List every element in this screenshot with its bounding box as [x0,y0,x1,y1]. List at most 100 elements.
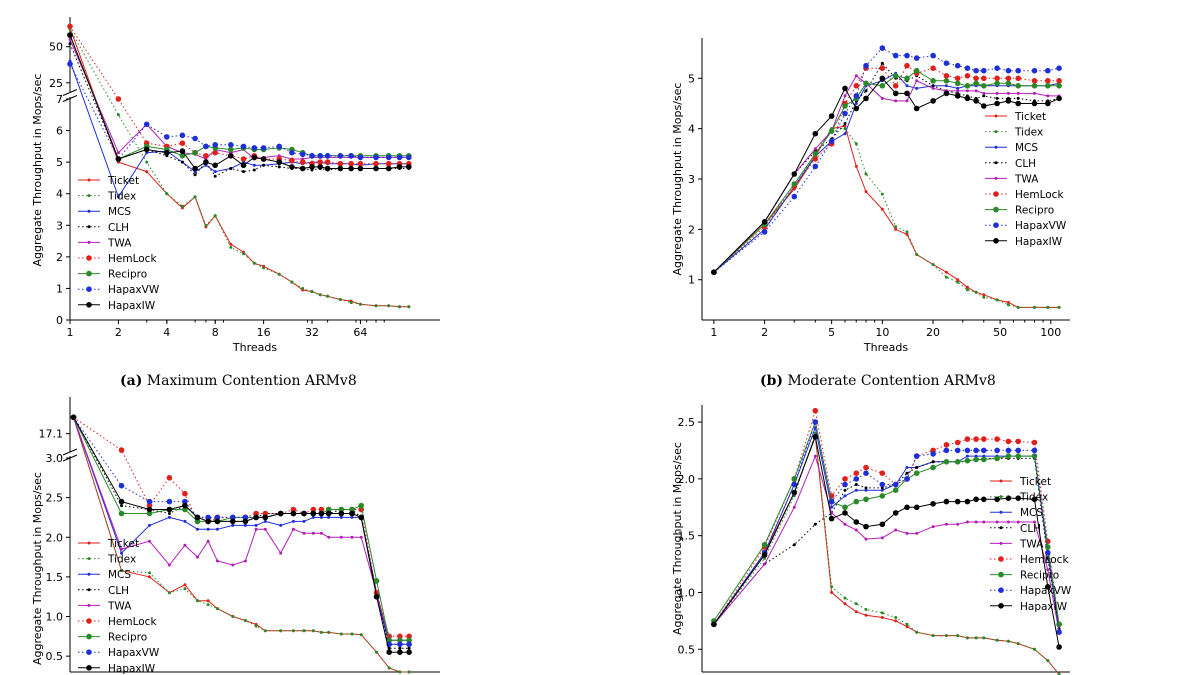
x-tick-label: 64 [353,326,367,339]
data-point-hapaxvw [973,67,979,74]
x-axis-label: Threads [863,341,908,354]
data-point-hemlock [406,633,412,640]
data-point-tidex [350,632,354,636]
x-axis-label: Threads [232,341,277,354]
data-point-clh [905,471,909,475]
data-point-clh [213,174,217,178]
data-point-hapaxiw [853,519,860,525]
data-point-tidex [965,636,969,640]
data-point-twa [1046,94,1050,98]
data-point-hemlock [310,506,317,513]
data-point-hapaxvw [964,447,971,454]
data-point-twa [68,37,72,41]
y-tick-label: 2 [688,223,695,236]
data-point-mcs [116,195,120,199]
data-point-tidex [229,245,233,249]
data-point-recipro [1056,621,1062,628]
data-point-hapaxvw [317,153,324,159]
data-point-clh [262,163,266,167]
data-point-recipro [761,541,768,548]
data-point-hapaxvw [973,447,979,454]
y-tick-label: 5 [56,156,63,169]
y-tick-label: 6 [56,125,63,138]
data-point-hapaxvw [981,67,987,74]
data-point-recipro [1015,453,1021,459]
legend-label-twa: TWA [107,237,132,249]
data-point-recipro [954,459,961,465]
data-point-hemlock [981,75,987,82]
data-point-twa [905,531,909,535]
data-point-hemlock [943,73,950,79]
data-point-hapaxiw [406,649,412,655]
data-point-ticket [880,616,884,619]
legend-label-hemlock: HemLock [1015,189,1064,201]
data-point-hapaxvw [930,451,936,457]
data-point-mcs [263,519,267,523]
data-point-tidex [843,596,847,600]
data-point-hapaxiw [397,649,403,655]
data-point-hapaxvw [913,453,920,459]
data-point-hapaxiw [913,105,920,112]
data-point-recipro [194,518,201,525]
data-point-hemlock [994,436,1000,442]
data-point-hemlock [981,436,987,442]
data-point-tidex [279,629,283,633]
data-point-hapaxiw [863,95,869,102]
data-point-hapaxiw [115,156,122,162]
data-point-hapaxiw [260,156,267,162]
data-point-hapaxiw [964,498,971,505]
x-tick-label: 8 [212,326,219,339]
data-point-clh [982,94,986,98]
legend-marker-tidex [87,557,91,561]
data-point-recipro [118,510,125,517]
y-tick-label: 1.0 [46,611,64,624]
data-point-mcs [183,519,187,523]
data-point-hapaxiw [1031,100,1038,107]
data-point-mcs [196,527,199,531]
data-point-hapaxiw [396,164,403,170]
data-point-clh [931,84,935,88]
y-tick-label: 3.0 [46,452,64,465]
data-point-hapaxiw [299,165,306,172]
data-point-tidex [193,195,197,199]
series-line-hapaxvw [69,63,409,160]
legend-label-hapaxvw: HapaxVW [108,284,160,296]
data-point-tidex [965,288,969,292]
data-point-clh [931,460,935,464]
data-point-recipro [1045,544,1051,550]
y-tick-label: 2.0 [46,531,64,544]
data-point-twa [894,99,898,103]
data-point-tidex [995,298,999,302]
data-point-recipro [930,464,936,471]
data-point-clh [229,167,233,170]
data-point-tidex [905,622,909,626]
data-point-hemlock [994,75,1000,82]
legend-marker-hapaxiw [86,302,92,308]
data-point-hemlock [879,65,886,71]
data-point-tidex [982,636,986,640]
y-tick-label: 1.0 [678,586,696,599]
series-line-recipro [69,34,409,160]
data-point-hapaxiw [1045,100,1051,107]
data-point-tidex [339,632,343,636]
data-point-tidex [145,160,149,164]
data-point-hemlock [1056,78,1062,84]
data-point-tidex [165,192,169,196]
x-tick-label: 1 [67,326,74,339]
data-point-mcs [880,488,884,492]
data-point-hemlock [853,470,860,476]
data-point-recipro [863,496,869,503]
data-point-hapaxiw [1031,496,1038,503]
legend-marker-recipro [993,206,999,213]
data-point-hapaxiw [711,269,717,276]
data-point-hapaxiw [118,498,125,505]
data-point-hapaxiw [1005,98,1012,104]
legend-marker-hemlock [86,255,92,261]
data-point-hapaxvw [214,514,221,521]
legend-label-mcs: MCS [108,569,131,581]
data-point-hapaxvw [260,145,267,151]
data-point-hapaxiw [904,90,910,97]
data-point-hapaxiw [289,164,295,170]
data-point-ticket [229,242,233,246]
data-point-recipro [973,80,979,87]
